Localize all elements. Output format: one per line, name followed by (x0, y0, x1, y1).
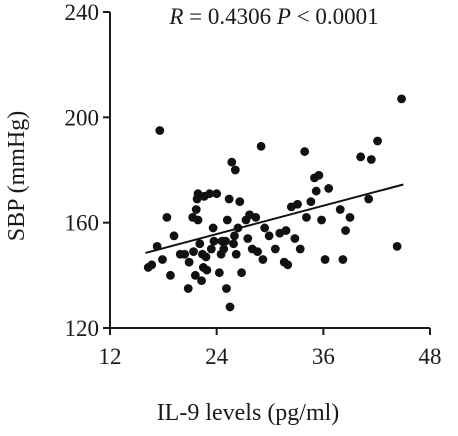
r-value: = 0.4306 (183, 4, 276, 29)
data-point (224, 194, 234, 204)
trend-line (145, 183, 404, 254)
data-point (264, 231, 274, 241)
data-point (219, 244, 229, 254)
data-point (295, 244, 305, 254)
data-point (169, 231, 179, 241)
data-point (235, 197, 245, 207)
data-point (311, 186, 321, 196)
data-point (201, 252, 211, 262)
x-tick-label: 48 (419, 344, 442, 369)
data-point (364, 194, 374, 204)
data-point (320, 255, 330, 264)
data-point (197, 276, 206, 285)
data-point (193, 215, 203, 225)
data-point (155, 126, 165, 135)
y-axis-title: SBP (mmHg) (4, 111, 30, 241)
data-point (206, 244, 216, 254)
data-point (158, 255, 167, 264)
data-point (183, 284, 193, 293)
x-tick-label: 24 (205, 344, 229, 369)
r-symbol: R (168, 4, 183, 29)
data-point (281, 226, 291, 235)
data-point (180, 249, 190, 259)
data-point (317, 215, 326, 225)
data-point (373, 136, 382, 146)
data-point (221, 236, 230, 246)
data-point (166, 270, 175, 280)
data-point (230, 165, 240, 175)
data-point (324, 184, 334, 193)
p-symbol: P (276, 4, 291, 29)
data-point (306, 197, 316, 207)
data-point (293, 199, 302, 209)
y-tick-label: 200 (65, 105, 100, 130)
data-point (397, 94, 406, 104)
y-tick-label: 240 (65, 0, 100, 25)
data-point (202, 265, 212, 275)
data-point (243, 234, 253, 243)
data-point (231, 249, 241, 259)
data-point (270, 244, 280, 254)
data-point (184, 257, 194, 267)
data-point (190, 270, 200, 280)
x-axis-ticks: 12 24 36 48 (99, 328, 442, 369)
data-point (251, 213, 261, 222)
data-point (147, 260, 157, 270)
data-point (237, 268, 246, 278)
data-point (227, 157, 237, 167)
data-point (209, 236, 219, 246)
data-point (208, 223, 218, 233)
data-point (290, 234, 300, 243)
axes (109, 12, 430, 329)
data-point (260, 223, 270, 233)
trend-line-group (145, 183, 404, 254)
data-point (341, 226, 350, 235)
data-point (229, 239, 238, 249)
data-point (189, 247, 198, 257)
data-point (214, 268, 224, 278)
data-point (212, 189, 222, 199)
data-point (152, 241, 162, 251)
data-point (300, 147, 310, 156)
data-points (143, 94, 406, 312)
data-point (256, 141, 266, 151)
y-tick-label: 160 (65, 211, 100, 236)
data-point (345, 213, 355, 222)
data-point (392, 241, 402, 251)
data-point (195, 239, 205, 249)
data-point (222, 215, 232, 225)
data-point (233, 223, 243, 233)
data-point (258, 255, 268, 264)
data-point (302, 213, 311, 222)
data-point (366, 155, 376, 164)
y-tick-label: 120 (65, 316, 100, 341)
x-tick-label: 36 (312, 344, 335, 369)
data-point (283, 260, 293, 270)
data-point (338, 255, 348, 264)
correlation-text: R = 0.4306 P < 0.0001 (168, 4, 378, 29)
data-point (230, 231, 239, 241)
x-tick-label: 12 (99, 344, 122, 369)
data-point (335, 205, 345, 214)
data-point (253, 247, 262, 257)
data-point (162, 213, 172, 222)
data-point (205, 189, 214, 199)
data-point (356, 152, 366, 162)
data-point (191, 205, 201, 214)
x-axis-title: IL-9 levels (pg/ml) (157, 400, 340, 426)
data-point (225, 302, 235, 312)
data-point (314, 170, 324, 180)
y-axis-ticks: 120 160 200 240 (65, 0, 110, 341)
p-value: < 0.0001 (291, 4, 379, 29)
correlation-annotation: R = 0.4306 P < 0.0001 (168, 4, 378, 29)
data-point (222, 284, 231, 293)
